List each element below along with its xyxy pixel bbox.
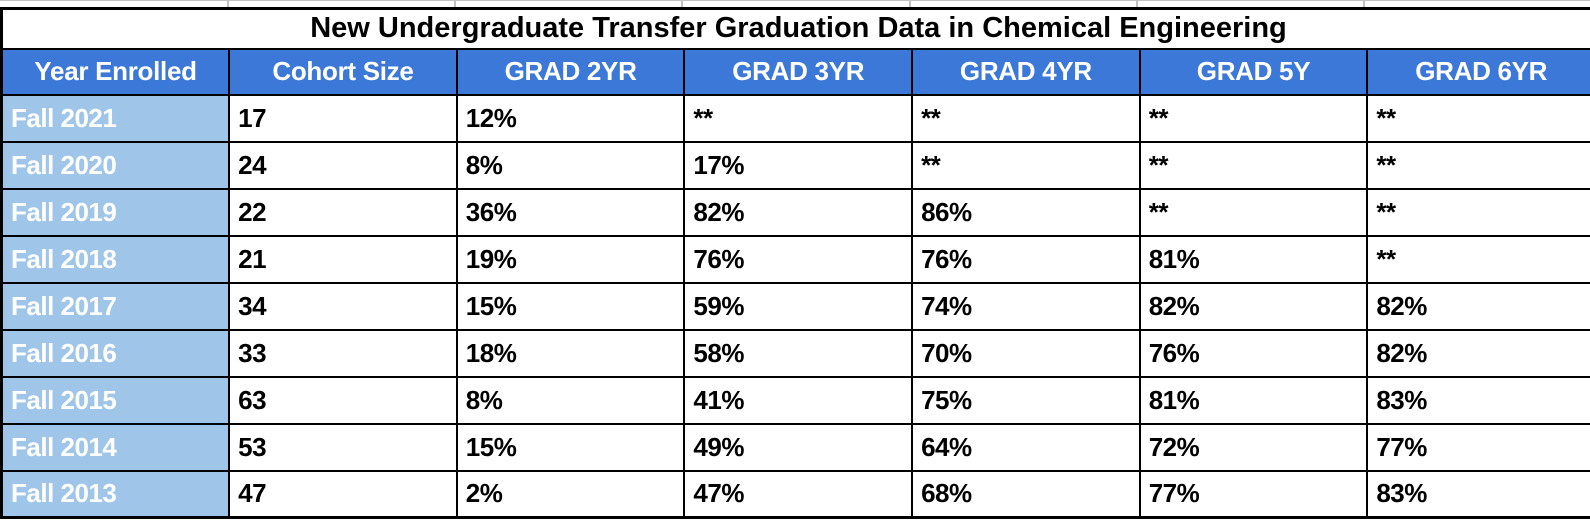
data-cell[interactable]: ** [1138,140,1369,190]
data-cell[interactable]: 19% [455,234,686,284]
data-cell[interactable]: 81% [1138,234,1369,284]
data-cell[interactable]: 15% [455,422,686,472]
data-cell[interactable]: 82% [1366,281,1590,331]
year-cell[interactable]: Fall 2021 [0,93,231,143]
data-cell[interactable]: 83% [1366,469,1590,519]
spreadsheet-gridline [454,1,457,7]
data-cell[interactable]: 2% [455,469,686,519]
table-row: Fall 2015 63 8% 41% 75% 81% 83% [0,375,1590,425]
spreadsheet-gridline [681,1,684,7]
table-row: Fall 2013 47 2% 47% 68% 77% 83% [0,469,1590,519]
data-cell[interactable]: 83% [1366,375,1590,425]
table-row: Fall 2019 22 36% 82% 86% ** ** [0,187,1590,237]
column-header-grad-2yr[interactable]: GRAD 2YR [455,47,686,96]
data-cell[interactable]: 81% [1138,375,1369,425]
data-cell[interactable]: 86% [911,187,1141,237]
table-row: Fall 2021 17 12% ** ** ** ** [0,93,1590,143]
column-header-cohort-size[interactable]: Cohort Size [228,47,458,96]
data-cell[interactable]: 21 [228,234,458,284]
column-header-grad-3yr[interactable]: GRAD 3YR [683,47,914,96]
year-cell[interactable]: Fall 2020 [0,140,231,190]
data-cell[interactable]: 75% [911,375,1141,425]
year-cell[interactable]: Fall 2018 [0,234,231,284]
data-cell[interactable]: 63 [228,375,458,425]
data-cell[interactable]: ** [1366,140,1590,190]
data-cell[interactable]: 17% [683,140,914,190]
data-cell[interactable]: 58% [683,328,914,378]
column-header-grad-5y[interactable]: GRAD 5Y [1138,47,1369,96]
table-row: Fall 2016 33 18% 58% 70% 76% 82% [0,328,1590,378]
table-row: Fall 2018 21 19% 76% 76% 81% ** [0,234,1590,284]
spreadsheet-gridline [1362,1,1365,7]
spreadsheet-gridline [908,1,911,7]
data-cell[interactable]: 18% [455,328,686,378]
data-cell[interactable]: ** [911,140,1141,190]
data-cell[interactable]: 15% [455,281,686,331]
year-cell[interactable]: Fall 2015 [0,375,231,425]
year-cell[interactable]: Fall 2016 [0,328,231,378]
table-title[interactable]: New Undergraduate Transfer Graduation Da… [0,7,1590,50]
column-header-grad-6yr[interactable]: GRAD 6YR [1366,47,1590,96]
title-row: New Undergraduate Transfer Graduation Da… [0,7,1590,50]
data-cell[interactable]: 53 [228,422,458,472]
data-cell[interactable]: 82% [1366,328,1590,378]
data-cell[interactable]: ** [911,93,1141,143]
data-cell[interactable]: 49% [683,422,914,472]
data-cell[interactable]: 82% [683,187,914,237]
data-cell[interactable]: 74% [911,281,1141,331]
data-cell[interactable]: 24 [228,140,458,190]
data-cell[interactable]: 77% [1138,469,1369,519]
data-cell[interactable]: ** [1138,93,1369,143]
data-cell[interactable]: 8% [455,140,686,190]
column-header-grad-4yr[interactable]: GRAD 4YR [911,47,1141,96]
data-cell[interactable]: ** [1366,234,1590,284]
data-cell[interactable]: 41% [683,375,914,425]
data-cell[interactable]: 64% [911,422,1141,472]
data-cell[interactable]: 70% [911,328,1141,378]
data-cell[interactable]: 76% [1138,328,1369,378]
data-cell[interactable]: 59% [683,281,914,331]
data-cell[interactable]: 47% [683,469,914,519]
data-cell[interactable]: 33 [228,328,458,378]
table-row: Fall 2014 53 15% 49% 64% 72% 77% [0,422,1590,472]
column-header-year-enrolled[interactable]: Year Enrolled [0,47,231,96]
header-row: Year Enrolled Cohort Size GRAD 2YR GRAD 3YR… [0,47,1590,96]
data-cell[interactable]: 17 [228,93,458,143]
year-cell[interactable]: Fall 2013 [0,469,231,519]
data-cell[interactable]: 8% [455,375,686,425]
data-cell[interactable]: 68% [911,469,1141,519]
spreadsheet-gridline [227,1,230,7]
data-cell[interactable]: 34 [228,281,458,331]
spreadsheet-gridline [1135,1,1138,7]
data-cell[interactable]: 77% [1366,422,1590,472]
data-cell[interactable]: 76% [683,234,914,284]
data-cell[interactable]: 12% [455,93,686,143]
data-cell[interactable]: 22 [228,187,458,237]
spreadsheet-grid-strip [0,0,1590,7]
data-cell[interactable]: 36% [455,187,686,237]
data-cell[interactable]: ** [1138,187,1369,237]
data-cell[interactable]: 47 [228,469,458,519]
data-cell[interactable]: ** [1366,93,1590,143]
year-cell[interactable]: Fall 2014 [0,422,231,472]
table-row: Fall 2020 24 8% 17% ** ** ** [0,140,1590,190]
year-cell[interactable]: Fall 2019 [0,187,231,237]
data-cell[interactable]: 82% [1138,281,1369,331]
year-cell[interactable]: Fall 2017 [0,281,231,331]
data-cell[interactable]: ** [1366,187,1590,237]
table-row: Fall 2017 34 15% 59% 74% 82% 82% [0,281,1590,331]
data-cell[interactable]: 72% [1138,422,1369,472]
graduation-data-table: New Undergraduate Transfer Graduation Da… [0,7,1590,519]
data-cell[interactable]: 76% [911,234,1141,284]
data-cell[interactable]: ** [683,93,914,143]
